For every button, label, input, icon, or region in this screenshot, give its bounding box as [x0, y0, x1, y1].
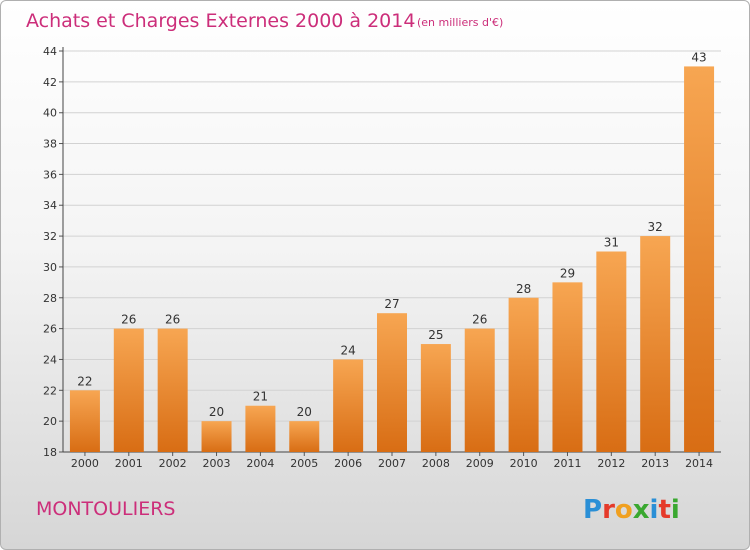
bars — [69, 66, 715, 452]
proxiti-logo: Proxiti — [583, 495, 680, 525]
y-tick-label: 42 — [43, 76, 57, 89]
y-tick-label: 44 — [43, 45, 57, 58]
bar-2003 — [201, 421, 232, 452]
value-label: 20 — [209, 405, 224, 419]
y-tick-label: 26 — [43, 323, 57, 336]
x-tick-label: 2009 — [466, 457, 494, 470]
value-label: 43 — [691, 50, 706, 64]
x-tick-label: 2007 — [378, 457, 406, 470]
x-tick-label: 2012 — [597, 457, 625, 470]
bar-2001 — [113, 328, 144, 452]
y-tick-label: 34 — [43, 199, 57, 212]
logo-letter: i — [650, 495, 659, 525]
logo-letter: r — [602, 495, 615, 525]
x-tick-labels: 2000 2001 2002 2003 2004 2005 2006 2007 2008 2009… — [71, 452, 713, 470]
bar-2004 — [245, 405, 276, 452]
x-tick-label: 2002 — [159, 457, 187, 470]
value-label: 27 — [384, 297, 399, 311]
x-tick-label: 2010 — [510, 457, 538, 470]
logo-letter: x — [633, 495, 650, 525]
y-tick-label: 22 — [43, 384, 57, 397]
value-label: 24 — [340, 343, 355, 357]
y-tick-labels: 18 20 22 24 26 28 30 32 34 36 38 40 42 44 — [43, 45, 57, 459]
value-label: 21 — [253, 390, 268, 404]
x-tick-label: 2001 — [115, 457, 143, 470]
x-tick-label: 2003 — [203, 457, 231, 470]
value-label: 26 — [121, 313, 136, 327]
value-labels: 22 26 26 20 21 20 24 27 25 26 28 29 31 32 43 — [77, 50, 706, 419]
x-tick-label: 2000 — [71, 457, 99, 470]
bar-2005 — [289, 421, 320, 452]
y-tick-label: 32 — [43, 230, 57, 243]
value-label: 26 — [472, 313, 487, 327]
chart-title: Achats et Charges Externes 2000 à 2014 — [26, 10, 415, 32]
bar-2013 — [640, 236, 671, 452]
value-label: 20 — [297, 405, 312, 419]
commune-name: MONTOULIERS — [36, 498, 176, 520]
logo-letter: P — [583, 495, 602, 525]
y-tick-label: 36 — [43, 168, 57, 181]
y-tick-label: 20 — [43, 415, 57, 428]
logo-letter: o — [615, 495, 633, 525]
y-tick-label: 38 — [43, 138, 57, 151]
bar-2007 — [377, 313, 407, 452]
chart-subtitle: (en milliers d'€) — [417, 16, 503, 29]
value-label: 26 — [165, 313, 180, 327]
bar-2008 — [420, 344, 451, 452]
x-tick-label: 2005 — [290, 457, 318, 470]
bar-2011 — [552, 282, 583, 452]
y-tick-label: 40 — [43, 107, 57, 120]
value-label: 31 — [604, 236, 619, 250]
x-tick-label: 2004 — [246, 457, 274, 470]
y-tick-label: 24 — [43, 353, 57, 366]
bar-2012 — [596, 251, 627, 452]
bar-2000 — [69, 390, 100, 452]
x-tick-label: 2013 — [641, 457, 669, 470]
bar-2014 — [684, 66, 715, 452]
bar-2009 — [464, 328, 495, 452]
bar-2006 — [333, 359, 364, 452]
value-label: 29 — [560, 266, 575, 280]
x-tick-label: 2006 — [334, 457, 362, 470]
bar-2002 — [157, 328, 188, 452]
y-tick-label: 30 — [43, 261, 57, 274]
y-tick-label: 28 — [43, 292, 57, 305]
y-tick-label: 18 — [43, 446, 57, 459]
x-tick-label: 2011 — [553, 457, 581, 470]
value-label: 28 — [516, 282, 531, 296]
x-tick-label: 2014 — [685, 457, 713, 470]
value-label: 32 — [648, 220, 663, 234]
value-label: 25 — [428, 328, 443, 342]
x-tick-label: 2008 — [422, 457, 450, 470]
logo-letter: t — [658, 495, 670, 525]
logo-letter: i — [671, 495, 680, 525]
value-label: 22 — [77, 374, 92, 388]
bar-2010 — [508, 297, 539, 452]
